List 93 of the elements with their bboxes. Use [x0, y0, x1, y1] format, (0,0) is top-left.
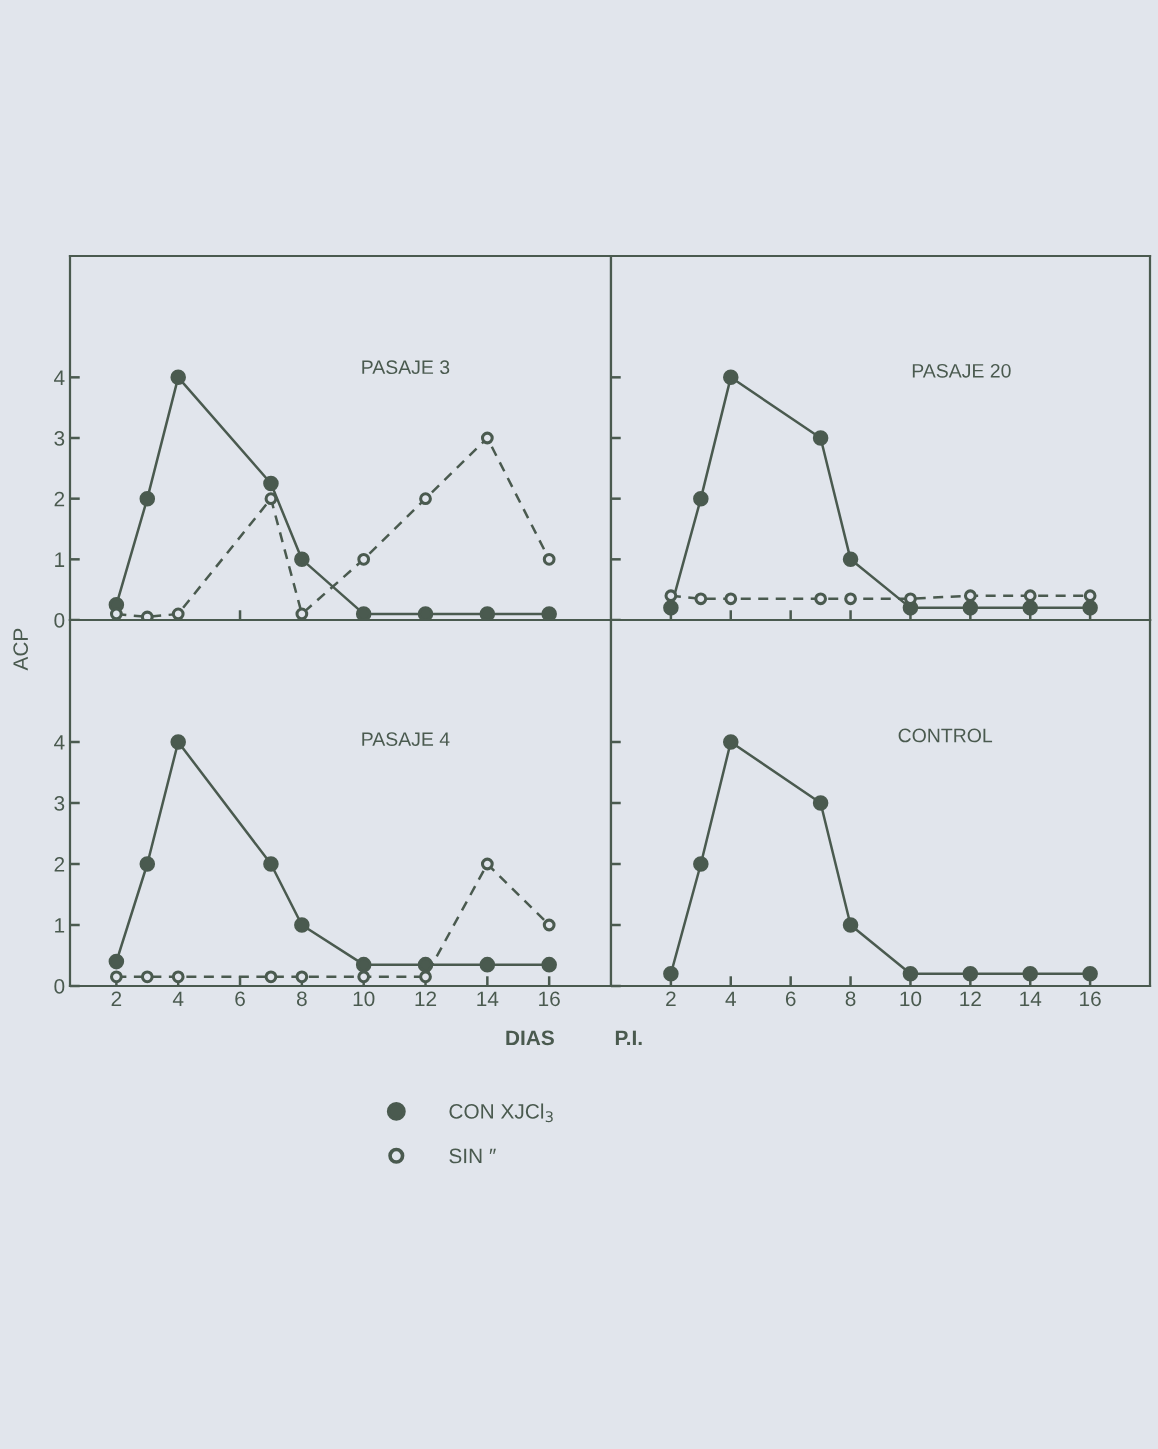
y-tick-label: 1 [55, 552, 65, 567]
x-tick-label: 16 [539, 991, 560, 1007]
y-tick-label: 4 [54, 735, 65, 750]
x-tick-label: 8 [845, 991, 856, 1007]
point [171, 970, 185, 984]
point [693, 856, 709, 872]
x-tick-label: 2 [111, 991, 122, 1006]
point [542, 918, 556, 932]
point [139, 856, 156, 872]
legend-label: CON XJCl$_{3}$ [449, 1103, 553, 1123]
point [842, 551, 859, 568]
point [140, 970, 154, 984]
point [812, 430, 829, 446]
point [962, 600, 979, 616]
point [417, 606, 434, 620]
point [902, 966, 919, 982]
y-tick-label: 0 [54, 613, 65, 628]
point [295, 607, 309, 620]
point [479, 606, 496, 620]
point [480, 857, 494, 871]
point [480, 431, 494, 445]
point [844, 592, 857, 606]
point [1082, 600, 1098, 616]
point [693, 490, 709, 507]
x-tick-label: 4 [172, 991, 184, 1006]
point [108, 953, 125, 970]
x-axis-title: DIAS [506, 1030, 554, 1046]
x-tick-label: 14 [477, 991, 499, 1006]
point [663, 966, 679, 982]
x-tick-label: 12 [960, 991, 981, 1006]
point [963, 589, 977, 603]
point [723, 734, 739, 750]
x-tick-label: 6 [785, 991, 796, 1007]
point [1022, 600, 1038, 616]
point [479, 956, 496, 973]
point [294, 917, 310, 933]
y-tick-label: 3 [54, 431, 65, 446]
x-tick-label: 2 [666, 991, 676, 1006]
point [170, 734, 186, 750]
y-tick-label: 2 [54, 857, 65, 872]
point [357, 552, 371, 566]
point [171, 607, 185, 620]
point [1083, 589, 1097, 603]
point [109, 970, 123, 984]
point [355, 606, 372, 620]
x-tick-label: 6 [235, 991, 245, 1007]
point [723, 369, 739, 386]
point [264, 970, 278, 984]
y-tick-label: 4 [54, 370, 65, 385]
text: CONTROL [898, 728, 993, 743]
x-axis-title: P.I. [615, 1030, 642, 1046]
point [170, 369, 186, 386]
point [419, 492, 432, 506]
point [263, 856, 279, 872]
point [1082, 966, 1098, 982]
point [541, 606, 557, 620]
y-tick-label: 0 [54, 979, 65, 994]
point [962, 966, 979, 982]
text: PASAJE 20 [912, 363, 1011, 378]
x-tick-label: 16 [1080, 991, 1101, 1007]
legend-label: SIN ″ [449, 1148, 496, 1164]
point [357, 970, 371, 984]
point [419, 970, 432, 984]
x-tick-label: 10 [353, 991, 375, 1007]
point [814, 592, 827, 606]
point [812, 795, 829, 811]
text: PASAJE 4 [362, 732, 450, 746]
point [1023, 589, 1037, 603]
point [724, 592, 738, 606]
point [295, 970, 309, 984]
x-tick-label: 12 [415, 991, 437, 1006]
point [139, 490, 156, 507]
point [842, 917, 859, 933]
point [664, 589, 678, 603]
text: PASAJE 3 [362, 360, 450, 375]
y-tick-label: 1 [55, 918, 65, 933]
point [694, 592, 708, 606]
point [355, 956, 372, 973]
y-axis-title: ACP [13, 628, 29, 671]
y-tick-label: 2 [54, 491, 65, 507]
point [264, 492, 278, 506]
x-tick-label: 10 [900, 991, 922, 1007]
point [140, 610, 154, 620]
point [263, 475, 279, 492]
point [541, 956, 557, 973]
x-tick-label: 8 [296, 991, 307, 1007]
point [294, 551, 310, 568]
point [1022, 966, 1038, 982]
point [542, 552, 556, 566]
y-tick-label: 3 [54, 796, 65, 811]
point [663, 600, 679, 616]
x-tick-label: 4 [725, 991, 736, 1006]
x-tick-label: 14 [1020, 991, 1042, 1006]
